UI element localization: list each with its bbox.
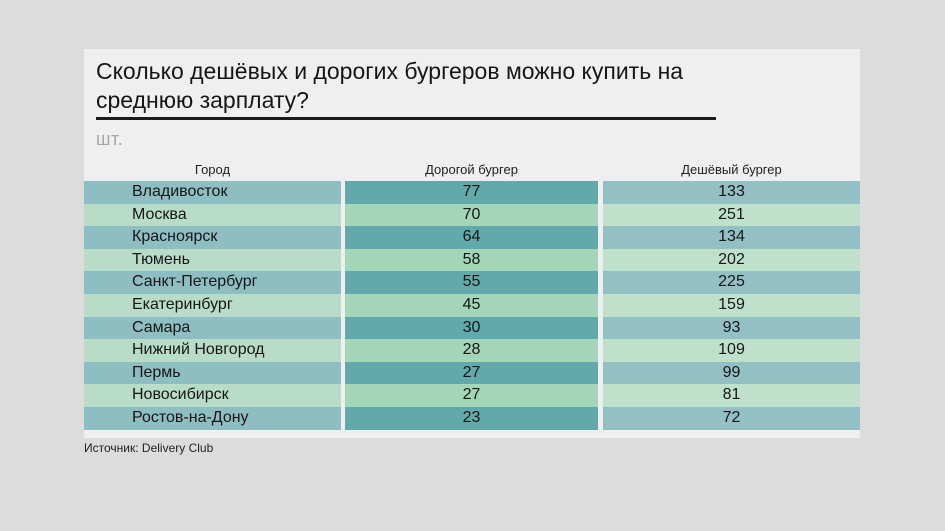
cell-expensive-burger: 70: [345, 203, 598, 227]
table-row: Красноярск 64 134: [84, 226, 860, 249]
chart-card: Сколько дешёвых и дорогих бургеров можно…: [84, 49, 860, 438]
cell-city: Екатеринбург: [84, 293, 341, 317]
column-header-cheap: Дешёвый бургер: [681, 162, 782, 177]
cell-expensive-burger: 45: [345, 293, 598, 317]
cell-cheap-burger: 202: [603, 248, 860, 272]
cell-cheap-burger: 133: [603, 181, 860, 204]
cell-cheap-burger: 93: [603, 316, 860, 340]
cell-expensive-burger: 77: [345, 181, 598, 204]
cell-cheap-burger: 159: [603, 293, 860, 317]
table-row: Москва 70 251: [84, 203, 860, 227]
cell-expensive-burger: 27: [345, 361, 598, 385]
cell-expensive-burger: 27: [345, 384, 598, 407]
cell-cheap-burger: 134: [603, 226, 860, 249]
table-row: Пермь 27 99: [84, 361, 860, 385]
cell-cheap-burger: 109: [603, 339, 860, 362]
cell-cheap-burger: 72: [603, 406, 860, 430]
cell-city: Пермь: [84, 361, 341, 385]
table-row: Санкт-Петербург 55 225: [84, 271, 860, 294]
cell-city: Ростов-на-Дону: [84, 406, 341, 430]
cell-cheap-burger: 225: [603, 271, 860, 294]
cell-cheap-burger: 81: [603, 384, 860, 407]
cell-city: Красноярск: [84, 226, 341, 249]
cell-city: Новосибирск: [84, 384, 341, 407]
cell-cheap-burger: 251: [603, 203, 860, 227]
table-row: Тюмень 58 202: [84, 248, 860, 272]
table-row: Самара 30 93: [84, 316, 860, 340]
cell-expensive-burger: 55: [345, 271, 598, 294]
cell-city: Нижний Новгород: [84, 339, 341, 362]
cell-city: Владивосток: [84, 181, 341, 204]
column-header-expensive: Дорогой бургер: [425, 162, 518, 177]
cell-expensive-burger: 64: [345, 226, 598, 249]
table-row: Владивосток 77 133: [84, 181, 860, 204]
table-row: Ростов-на-Дону 23 72: [84, 406, 860, 430]
cell-city: Москва: [84, 203, 341, 227]
column-header-city: Город: [194, 162, 231, 177]
title-divider: [96, 117, 716, 120]
unit-label: шт.: [96, 129, 124, 149]
table-row: Екатеринбург 45 159: [84, 293, 860, 317]
data-table: Владивосток 77 133 Москва 70 251 Красноярск 64 1…: [84, 181, 860, 430]
chart-title: Сколько дешёвых и дорогих бургеров можно…: [96, 58, 684, 113]
cell-city: Самара: [84, 316, 341, 340]
cell-cheap-burger: 99: [603, 361, 860, 385]
table-row: Новосибирск 27 81: [84, 384, 860, 407]
cell-city: Санкт-Петербург: [84, 271, 341, 294]
cell-expensive-burger: 23: [345, 406, 598, 430]
cell-expensive-burger: 28: [345, 339, 598, 362]
table-row: Нижний Новгород 28 109: [84, 339, 860, 362]
cell-expensive-burger: 30: [345, 316, 598, 340]
source-note: Источник: Delivery Club: [84, 441, 214, 455]
cell-expensive-burger: 58: [345, 248, 598, 272]
cell-city: Тюмень: [84, 248, 341, 272]
